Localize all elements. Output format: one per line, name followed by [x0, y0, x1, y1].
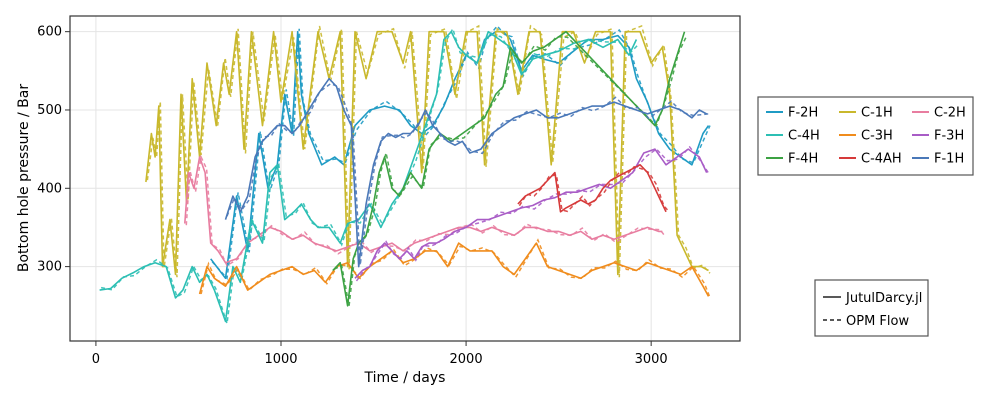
legend-label-c-1h: C-1H — [861, 106, 893, 121]
legend-label-c-4h: C-4H — [788, 129, 820, 144]
y-tick-label: 400 — [37, 181, 62, 196]
series-line-f-3h — [354, 148, 708, 279]
series-line-dashed-f-4h — [333, 35, 687, 306]
plot-frame — [69, 15, 741, 342]
legend-jutuldarcy-label: JutulDarcy.jl — [845, 291, 922, 306]
x-tick-label: 3000 — [635, 352, 668, 367]
x-tick-label: 2000 — [450, 352, 483, 367]
x-tick-label: 1000 — [264, 352, 297, 367]
series-line-dashed-c-4h — [100, 26, 639, 324]
y-tick-label: 500 — [37, 103, 62, 118]
series-line-c-4h — [99, 30, 638, 323]
wells-legend: F-2H C-1H C-2H C-4H C-3H F-3H F-4H C-4AH F-1H — [757, 96, 974, 176]
series-line-f-4h — [332, 30, 686, 307]
y-tick-label: 300 — [37, 260, 62, 275]
y-tick-label: 600 — [37, 25, 62, 40]
legend-label-f-4h: F-4H — [788, 152, 818, 167]
series-layer — [99, 24, 711, 324]
legend-label-f-3h: F-3H — [934, 129, 964, 144]
legend-label-c-2h: C-2H — [934, 106, 966, 121]
axis-ticks: 0 1000 2000 3000 300 400 500 600 — [37, 25, 668, 367]
legend-opm-flow-label: OPM Flow — [846, 314, 909, 329]
x-axis-label: Time / days — [364, 370, 446, 386]
series-line-dashed-c-1h — [146, 24, 711, 278]
series-line-dashed-c-2h — [185, 154, 665, 267]
wells-legend-box — [757, 96, 974, 176]
series-line-c-1h — [145, 30, 709, 276]
style-legend-box — [814, 279, 929, 337]
y-axis-label: Bottom hole pressure / Bar — [16, 84, 32, 272]
legend-label-f-2h: F-2H — [788, 106, 818, 121]
series-line-dashed-c-3h — [200, 238, 711, 298]
legend-label-c-3h: C-3H — [861, 129, 893, 144]
series-line-dashed-c-4ah — [518, 165, 669, 213]
series-line-c-3h — [198, 242, 710, 297]
series-line-dashed-f-3h — [355, 145, 709, 282]
legend-label-c-4ah: C-4AH — [861, 152, 902, 167]
series-line-dashed-f-1h — [226, 82, 709, 266]
series-line-f-2h — [210, 30, 710, 280]
legend-label-f-1h: F-1H — [934, 152, 964, 167]
style-legend: JutulDarcy.jl OPM Flow — [814, 279, 929, 337]
x-tick-label: 0 — [92, 352, 100, 367]
wells-legend-entries: F-2H C-1H C-2H C-4H C-3H F-3H F-4H C-4AH F-1H — [766, 106, 966, 167]
